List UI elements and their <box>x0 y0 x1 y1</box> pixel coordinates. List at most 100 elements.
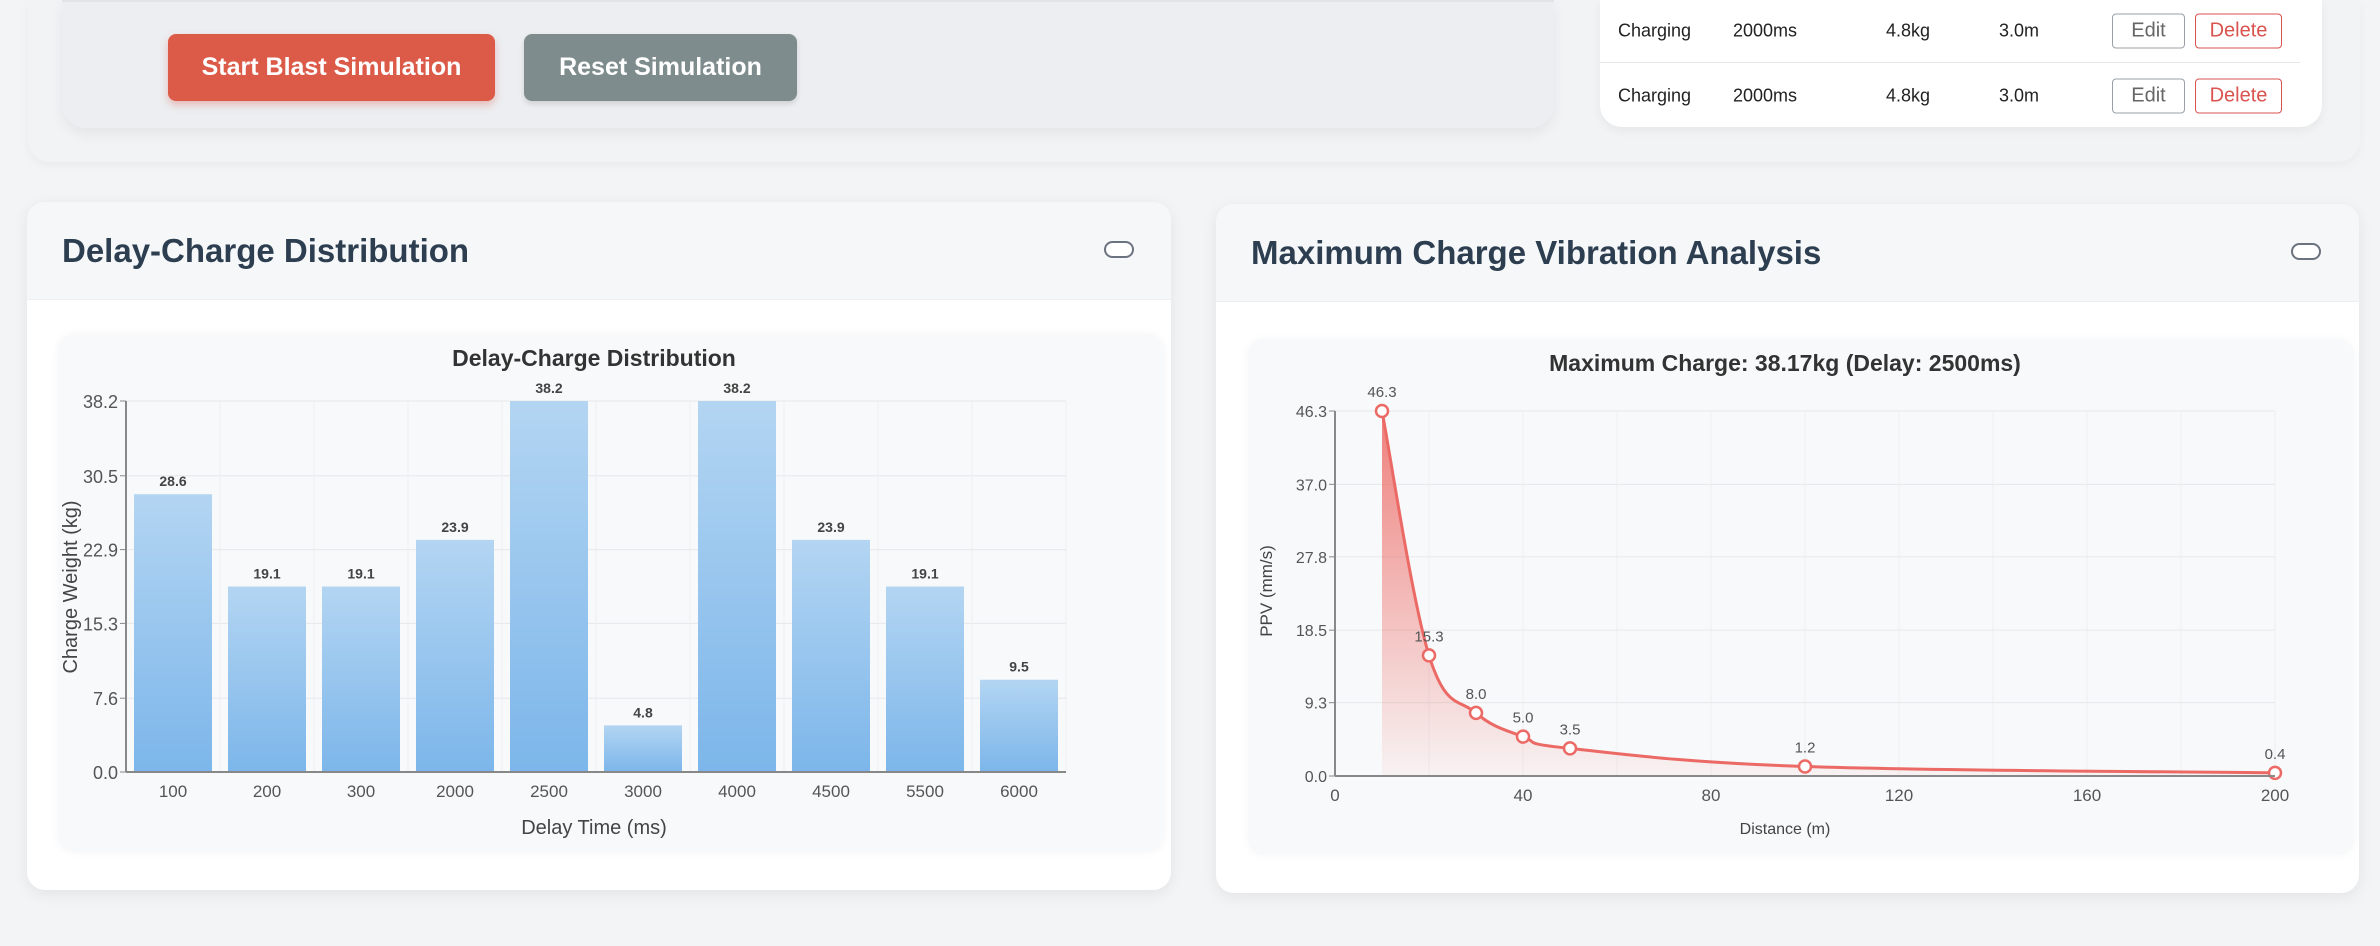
table-row: Charging 2000ms 4.8kg 3.0m Edit Delete <box>1600 0 2300 63</box>
y-tick-label: 22.9 <box>83 541 118 561</box>
x-tick-label: 5500 <box>906 782 944 801</box>
charge-cell: 4.8kg <box>1886 20 1931 41</box>
x-tick-label: 2000 <box>436 782 474 801</box>
x-tick-label: 200 <box>253 782 281 801</box>
delete-button[interactable]: Delete <box>2195 78 2282 113</box>
bar <box>322 586 400 772</box>
y-tick-label: 0.0 <box>1305 769 1327 786</box>
status-cell: Charging <box>1618 20 1692 41</box>
start-blast-simulation-button[interactable]: Start Blast Simulation <box>168 34 495 101</box>
x-tick-label: 0 <box>1330 786 1339 805</box>
x-tick-label: 4500 <box>812 782 850 801</box>
x-tick-label: 4000 <box>718 782 756 801</box>
x-tick-label: 200 <box>2261 786 2289 805</box>
distance-cell: 3.0m <box>1999 20 2040 41</box>
data-label: 1.2 <box>1795 740 1816 757</box>
data-label: 38.2 <box>723 380 750 396</box>
y-tick-label: 15.3 <box>83 614 118 634</box>
x-tick-label: 160 <box>2073 786 2101 805</box>
data-label: 15.3 <box>1414 628 1443 645</box>
bar <box>792 539 870 772</box>
data-label: 23.9 <box>817 519 844 535</box>
panel-title: Maximum Charge Vibration Analysis <box>1251 233 1822 271</box>
vibration-chart-container: 0.0 9.3 18.5 27.8 37.0 46.3 0 40 80 120 160 200 46.3… <box>1248 339 2354 855</box>
y-tick-label: 27.8 <box>1296 550 1327 567</box>
data-label: 19.1 <box>911 566 938 582</box>
data-label: 4.8 <box>633 704 653 720</box>
bar <box>886 586 964 772</box>
y-tick-label: 30.5 <box>83 467 118 487</box>
x-tick-label: 2500 <box>530 782 568 801</box>
x-tick-label: 80 <box>1702 786 1721 805</box>
delay-charge-chart-container: 0.0 7.6 15.3 22.9 30.5 38.2 28.6 100 19.1 200 19.1… <box>58 334 1164 852</box>
data-label: 5.0 <box>1513 710 1534 727</box>
table-row: Charging 2000ms 4.8kg 3.0m Edit Delete <box>1600 64 2300 127</box>
delay-charge-bar-chart: 0.0 7.6 15.3 22.9 30.5 38.2 28.6 100 19.1 200 19.1… <box>60 345 1067 839</box>
data-label: 9.5 <box>1009 659 1029 675</box>
bar <box>698 401 776 772</box>
charge-cell: 4.8kg <box>1886 85 1931 105</box>
data-label: 19.1 <box>253 566 280 582</box>
bar <box>416 539 494 772</box>
delay-cell: 2000ms <box>1733 20 1798 41</box>
data-label: 46.3 <box>1367 384 1396 401</box>
chart-title: Maximum Charge: 38.17kg (Delay: 2500ms) <box>1549 350 2021 376</box>
blast-holes-table: Charging 2000ms 4.8kg 3.0m Edit Delete C… <box>1600 0 2322 127</box>
bar <box>134 494 212 772</box>
data-point <box>1374 403 1390 419</box>
collapse-toggle[interactable] <box>2291 243 2321 260</box>
chart-title: Delay-Charge Distribution <box>452 345 736 371</box>
delete-button[interactable]: Delete <box>2195 13 2282 49</box>
y-tick-label: 18.5 <box>1296 623 1327 640</box>
data-point <box>1797 759 1813 774</box>
bar <box>604 725 682 772</box>
x-axis-title: Delay Time (ms) <box>521 817 667 839</box>
data-label: 28.6 <box>159 473 186 489</box>
reset-simulation-button[interactable]: Reset Simulation <box>524 34 797 101</box>
panel-header: Maximum Charge Vibration Analysis <box>1216 204 2359 302</box>
data-label: 8.0 <box>1466 686 1487 703</box>
bar <box>228 586 306 772</box>
data-point <box>1515 729 1531 744</box>
distance-cell: 3.0m <box>1999 85 2040 105</box>
y-tick-label: 37.0 <box>1296 477 1327 494</box>
y-tick-label: 0.0 <box>93 763 118 783</box>
data-label: 0.4 <box>2265 746 2286 763</box>
data-label: 19.1 <box>347 566 374 582</box>
vibration-analysis-panel: Maximum Charge Vibration Analysis 0.0 9.3… <box>1216 204 2359 893</box>
panel-header: Delay-Charge Distribution <box>27 202 1171 300</box>
x-tick-label: 3000 <box>624 782 662 801</box>
data-point <box>1468 705 1484 721</box>
data-label: 38.2 <box>535 380 562 396</box>
y-axis-title: PPV (mm/s) <box>1257 545 1276 637</box>
data-label: 23.9 <box>441 519 468 535</box>
collapse-toggle[interactable] <box>1104 241 1134 258</box>
edit-button[interactable]: Edit <box>2112 78 2185 113</box>
y-tick-label: 46.3 <box>1296 404 1327 421</box>
simulation-controls-card: Start Blast Simulation Reset Simulation <box>62 0 1554 128</box>
status-cell: Charging <box>1618 85 1692 105</box>
data-point <box>1562 741 1578 756</box>
ppv-series-line <box>1380 410 2276 775</box>
x-tick-label: 6000 <box>1000 782 1038 801</box>
data-point <box>1421 648 1437 663</box>
x-tick-label: 300 <box>347 782 375 801</box>
edit-button[interactable]: Edit <box>2112 13 2185 49</box>
delay-charge-panel: Delay-Charge Distribution 0.0 7.6 15.3 22.9… <box>27 202 1171 890</box>
ppv-area-fill <box>1382 411 2275 776</box>
y-tick-label: 38.2 <box>83 392 118 412</box>
x-tick-label: 100 <box>159 782 187 801</box>
y-axis-title: Charge Weight (kg) <box>60 500 82 673</box>
y-tick-label: 7.6 <box>93 689 118 709</box>
x-tick-label: 120 <box>1885 786 1913 805</box>
delay-cell: 2000ms <box>1733 85 1798 105</box>
ppv-distance-line-chart: 0.0 9.3 18.5 27.8 37.0 46.3 0 40 80 120 160 200 46.3… <box>1257 350 2289 838</box>
x-axis-title: Distance (m) <box>1740 821 1831 838</box>
bar <box>510 401 588 772</box>
panel-title: Delay-Charge Distribution <box>62 231 470 269</box>
bar <box>980 679 1058 772</box>
data-label: 3.5 <box>1560 721 1581 738</box>
y-tick-label: 9.3 <box>1305 696 1327 713</box>
data-point <box>2267 765 2283 781</box>
